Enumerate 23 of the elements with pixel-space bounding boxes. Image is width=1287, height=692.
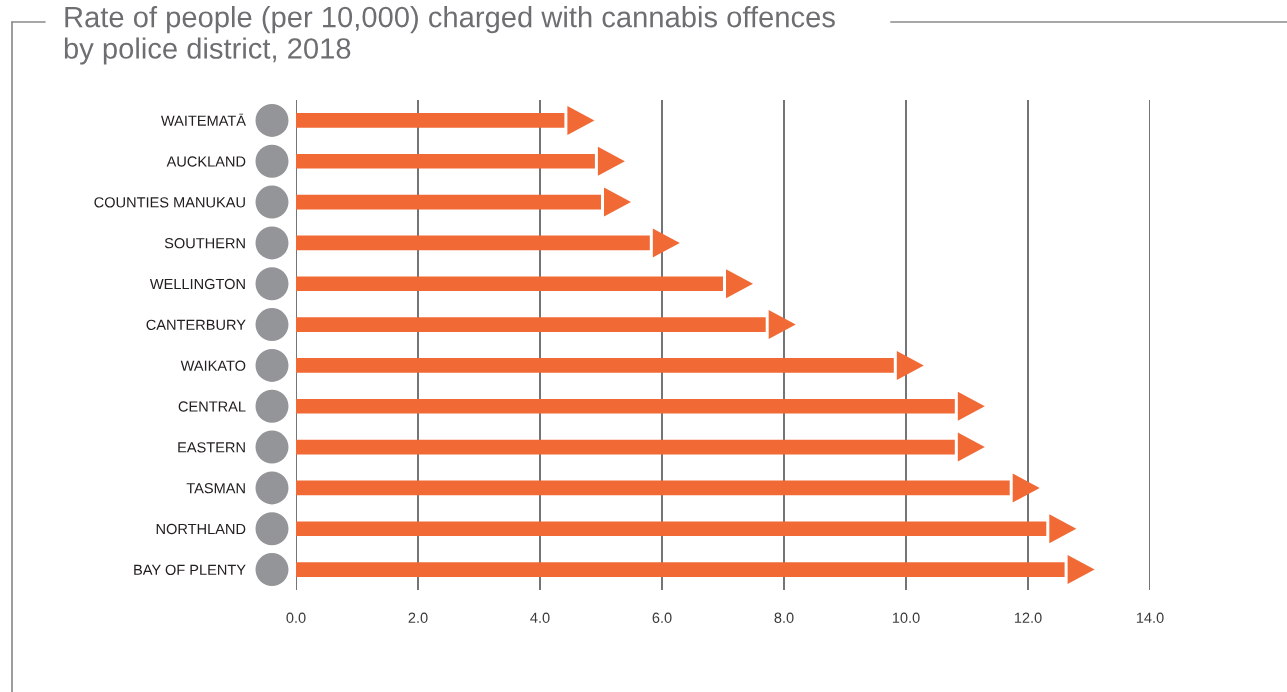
x-tick-label: 2.0 [408,612,428,623]
y-tick-label: NORTHLAND [156,523,246,535]
bar [296,276,723,292]
x-tick-label: 12.0 [1014,612,1042,623]
x-tick-label: 4.0 [530,612,550,623]
x-tick-label: 14.0 [1136,612,1164,623]
chart-title: Rate of people (per 10,000) charged with cannabis offences by police district, 2018 [64,6,835,65]
x-tick-label: 10.0 [892,612,920,623]
x-tick-label: 8.0 [774,612,794,623]
y-tick-label: AUCKLAND [166,156,246,167]
x-tick-label: 0.0 [286,612,306,623]
y-tick-label: WAIKATO [180,360,246,371]
y-tick-label: SOUTHERN [164,238,245,249]
y-tick-label: WAITEMATĀ [161,113,246,126]
y-tick-label: WELLINGTON [149,278,245,290]
y-tick-label: COUNTIES MANUKAU [94,197,245,208]
x-tick-label: 6.0 [652,612,672,623]
bar [296,194,601,210]
y-tick-label: TASMAN [186,483,245,494]
y-tick-label: EASTERN [178,442,245,453]
y-tick-label: BAY OF PLENTY [134,564,246,576]
y-tick-label: CANTERBURY [146,319,246,331]
y-tick-label: CENTRAL [178,401,246,412]
